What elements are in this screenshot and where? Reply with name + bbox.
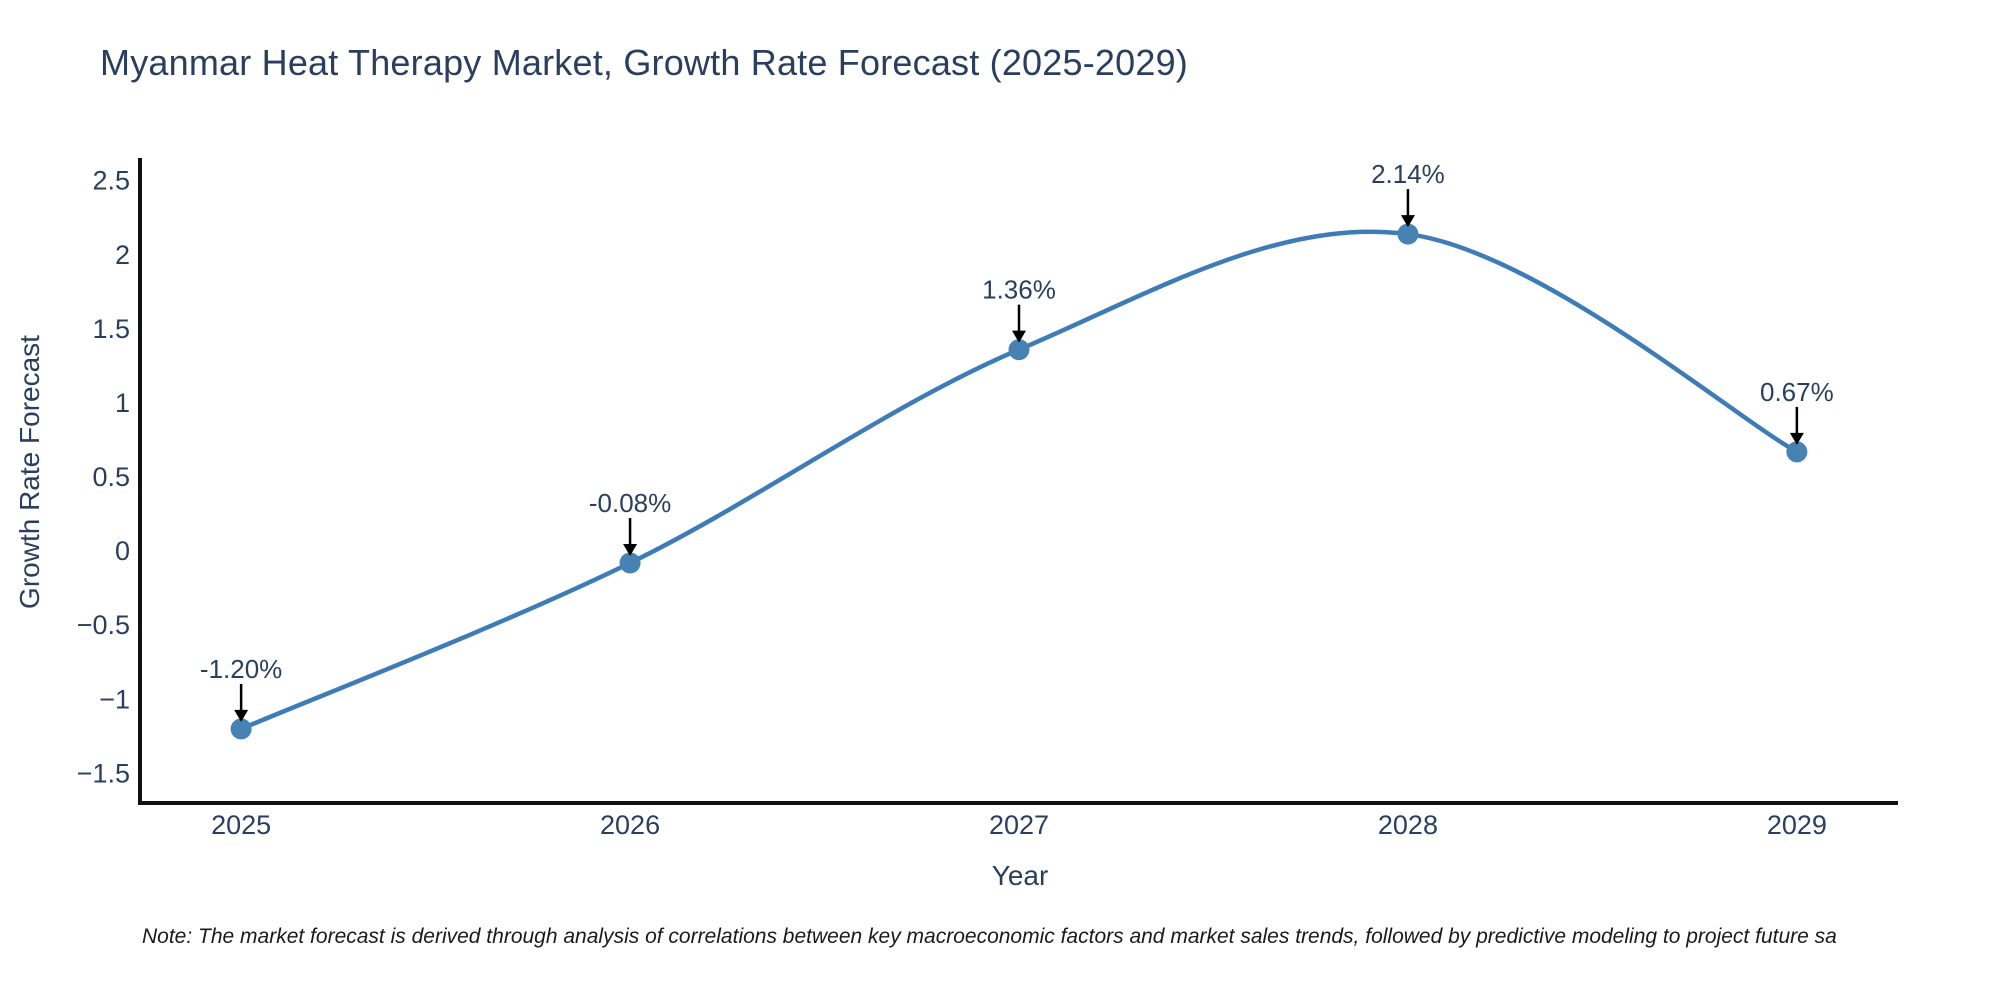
annotation-arrowhead <box>1400 215 1415 228</box>
y-tick-label: −1.5 <box>77 758 130 788</box>
x-tick-label: 2026 <box>600 810 660 840</box>
y-tick-label: 2 <box>115 240 130 270</box>
data-point-2027[interactable] <box>1008 339 1030 361</box>
annotation-arrowhead <box>623 543 638 556</box>
y-tick-label: 2.5 <box>92 166 130 196</box>
point-value-label: -0.08% <box>589 488 671 518</box>
data-point-2029[interactable] <box>1786 441 1808 463</box>
point-value-label: 2.14% <box>1371 159 1445 189</box>
x-tick-label: 2027 <box>989 810 1049 840</box>
y-tick-label: 0 <box>115 536 130 566</box>
x-axis-title: Year <box>991 860 1049 891</box>
footnote: Note: The market forecast is derived thr… <box>142 925 1837 948</box>
y-tick-label: −0.5 <box>77 610 130 640</box>
y-tick-label: 1 <box>115 388 130 418</box>
data-point-2028[interactable] <box>1397 223 1419 245</box>
chart-title: Myanmar Heat Therapy Market, Growth Rate… <box>100 42 1188 83</box>
annotation-arrowhead <box>1012 330 1026 343</box>
annotation-arrowhead <box>234 709 249 722</box>
x-tick-label: 2029 <box>1767 810 1827 840</box>
point-value-label: 0.67% <box>1760 377 1834 407</box>
data-point-2025[interactable] <box>230 718 252 740</box>
annotation-arrowhead <box>1789 432 1804 445</box>
data-point-2026[interactable] <box>619 552 641 574</box>
y-tick-label: 0.5 <box>92 462 130 492</box>
point-value-label: 1.36% <box>982 275 1056 305</box>
y-tick-label: 1.5 <box>92 314 130 344</box>
x-tick-label: 2028 <box>1378 810 1438 840</box>
x-tick-label: 2025 <box>211 810 271 840</box>
point-value-label: -1.20% <box>200 654 282 684</box>
y-tick-label: −1 <box>99 684 130 714</box>
